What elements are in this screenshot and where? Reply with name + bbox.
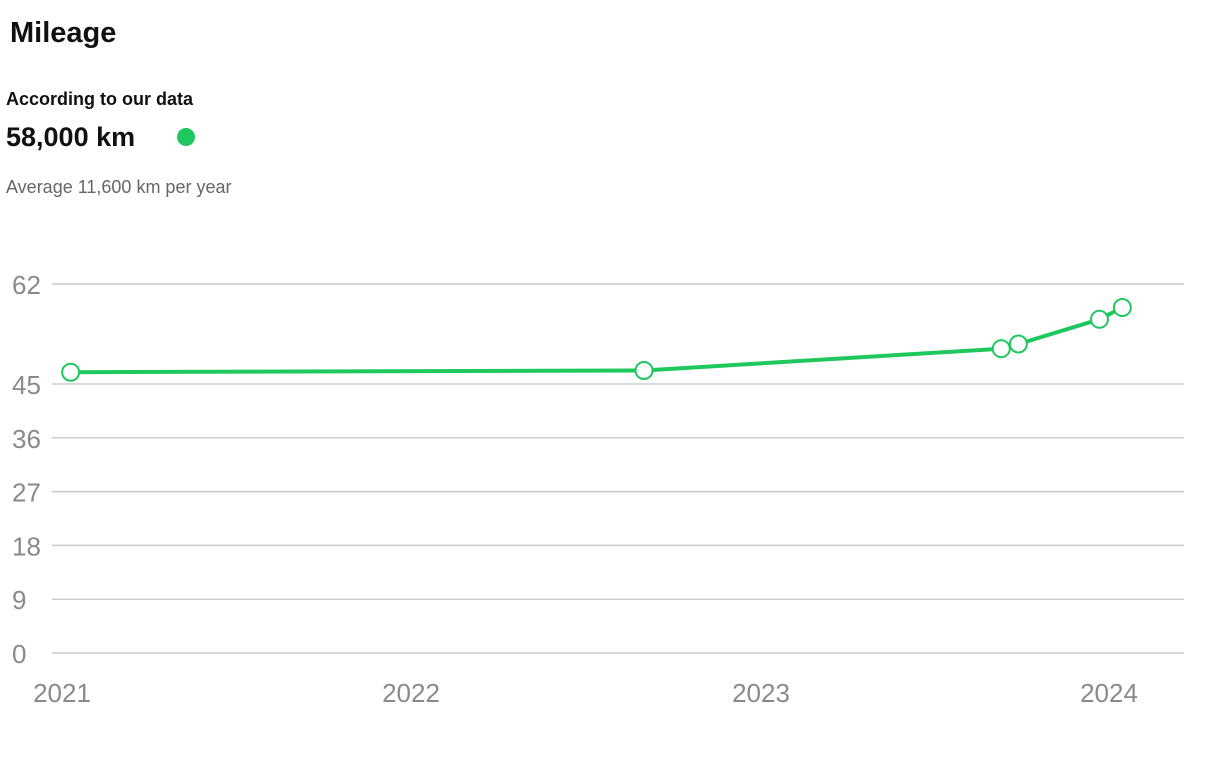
x-tick-label: 2022 <box>382 678 440 708</box>
series-line <box>68 305 1125 375</box>
data-source-label: According to our data <box>6 89 194 109</box>
x-tick-label: 2023 <box>732 678 790 708</box>
y-tick-label: 9 <box>12 585 26 615</box>
y-tick-label: 62 <box>12 270 41 300</box>
y-tick-label: 45 <box>12 370 41 400</box>
y-tick-label: 18 <box>12 531 41 561</box>
data-point <box>1112 298 1132 318</box>
data-point <box>1008 334 1028 354</box>
mileage-value: 58,000 km <box>6 122 136 152</box>
page-title: Mileage <box>10 17 117 49</box>
x-tick-label: 2024 <box>1080 678 1138 708</box>
average-per-year: Average 11,600 km per year <box>6 177 232 197</box>
data-point <box>61 362 81 382</box>
data-point <box>991 339 1011 359</box>
y-tick-label: 36 <box>12 424 41 454</box>
data-point <box>634 360 654 380</box>
mileage-summary: 58,000 km <box>6 119 196 155</box>
x-tick-label: 2021 <box>33 678 91 708</box>
status-dot-icon <box>177 128 196 146</box>
y-tick-label: 27 <box>12 478 41 508</box>
y-tick-label: 0 <box>12 639 26 669</box>
data-point <box>1089 309 1109 329</box>
